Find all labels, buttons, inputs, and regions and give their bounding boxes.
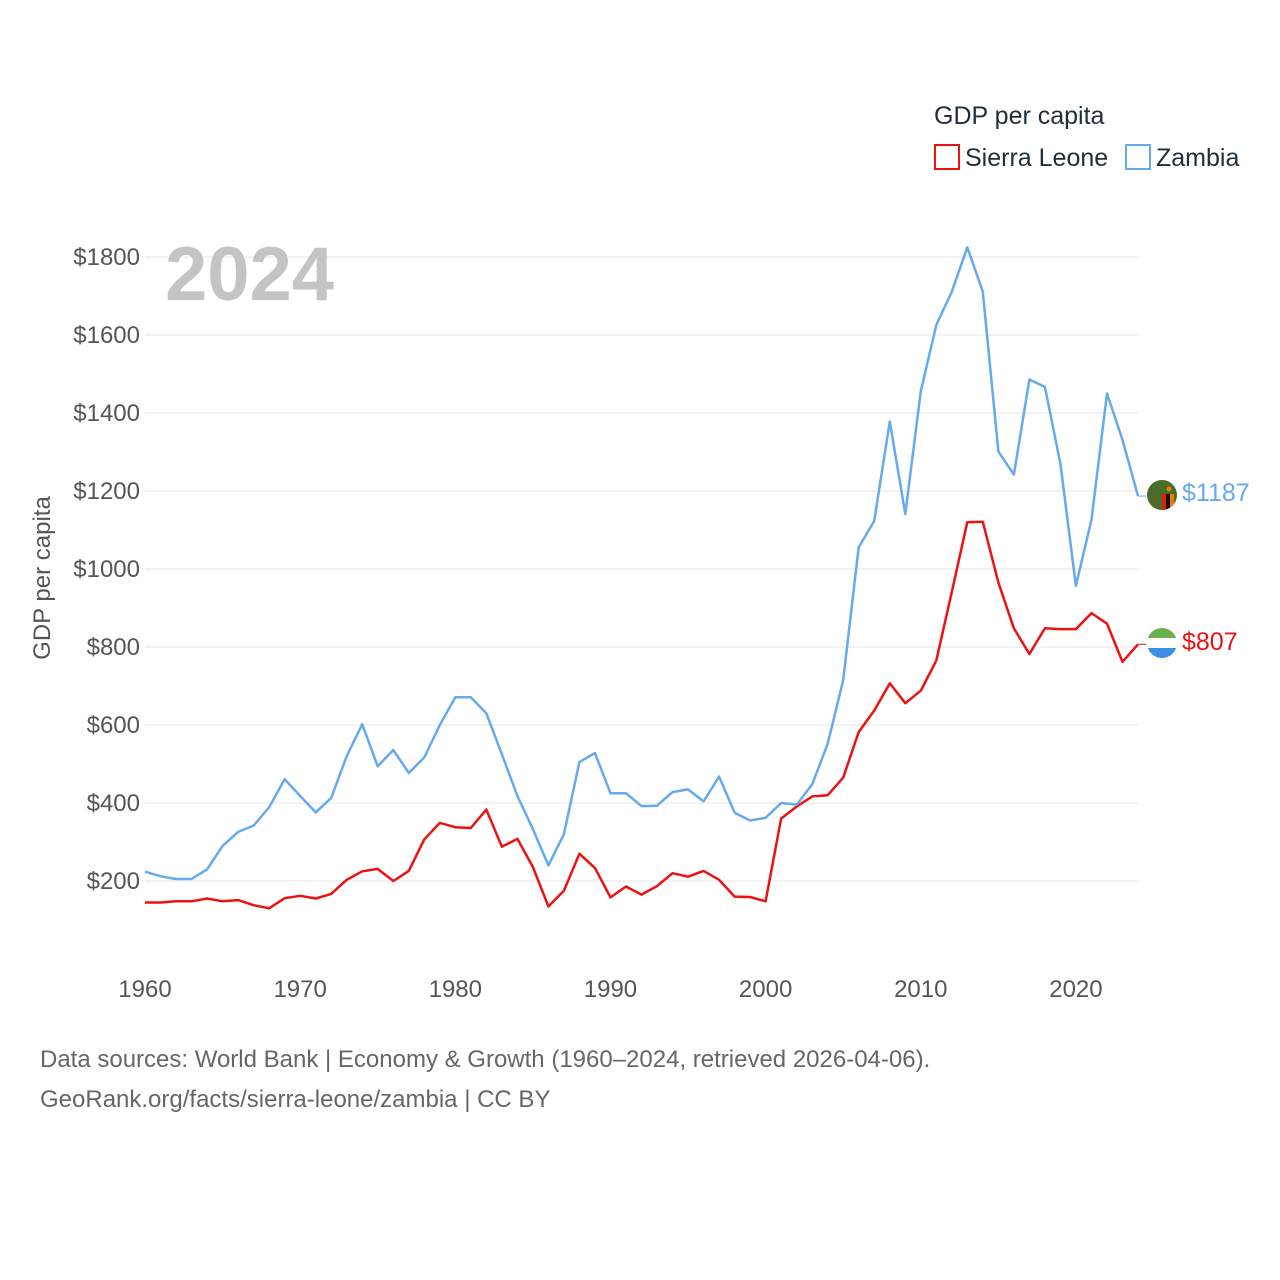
y-axis-label: GDP per capita [29,496,56,660]
data-sources: Data sources: World Bank | Economy & Gro… [40,1040,1240,1120]
y-tick-label: $1400 [73,400,140,427]
y-tick-label: $400 [87,790,140,817]
series-line-zambia[interactable] [144,246,1140,881]
legend-label-zambia[interactable]: Zambia [1156,144,1239,172]
legend: GDP per capita Sierra Leone Zambia [934,102,1239,172]
series-lines [144,246,1146,910]
y-axis: $200 $400 $600 $800 $1000 $1200 $1400 $1600 $180… [73,244,140,895]
y-tick-label: $1200 [73,478,140,505]
x-axis: 1960 1970 1980 1990 2000 2010 2020 [118,976,1102,1003]
y-tick-label: $600 [87,712,140,739]
y-tick-label: $1000 [73,556,140,583]
x-tick-label: 1990 [584,976,637,1003]
y-tick-label: $1600 [73,322,140,349]
zambia-flag-icon [1147,480,1177,510]
series-line-sierra-leone[interactable] [145,520,1139,910]
x-tick-label: 1960 [118,976,171,1003]
end-label-zambia: $1187 [1182,479,1250,507]
x-tick-label: 2010 [894,976,947,1003]
legend-label-sierra-leone[interactable]: Sierra Leone [965,144,1108,172]
x-tick-label: 2000 [739,976,792,1003]
sierra-leone-flag-icon [1147,628,1177,658]
y-tick-label: $1800 [73,244,140,271]
x-tick-label: 2020 [1049,976,1102,1003]
end-label-sierra-leone: $807 [1182,628,1238,656]
year-watermark: 2024 [165,232,334,317]
grid-lines [145,256,1138,882]
legend-swatch-sierra-leone[interactable] [934,144,960,170]
source-line: Data sources: World Bank | Economy & Gro… [40,1046,931,1073]
x-tick-label: 1970 [273,976,326,1003]
legend-swatch-zambia[interactable] [1125,144,1151,170]
source-link[interactable]: GeoRank.org/facts/sierra-leone/zambia | … [40,1086,551,1113]
legend-title: GDP per capita [934,102,1105,130]
x-tick-label: 1980 [429,976,482,1003]
y-tick-label: $200 [87,868,140,895]
y-tick-label: $800 [87,634,140,661]
